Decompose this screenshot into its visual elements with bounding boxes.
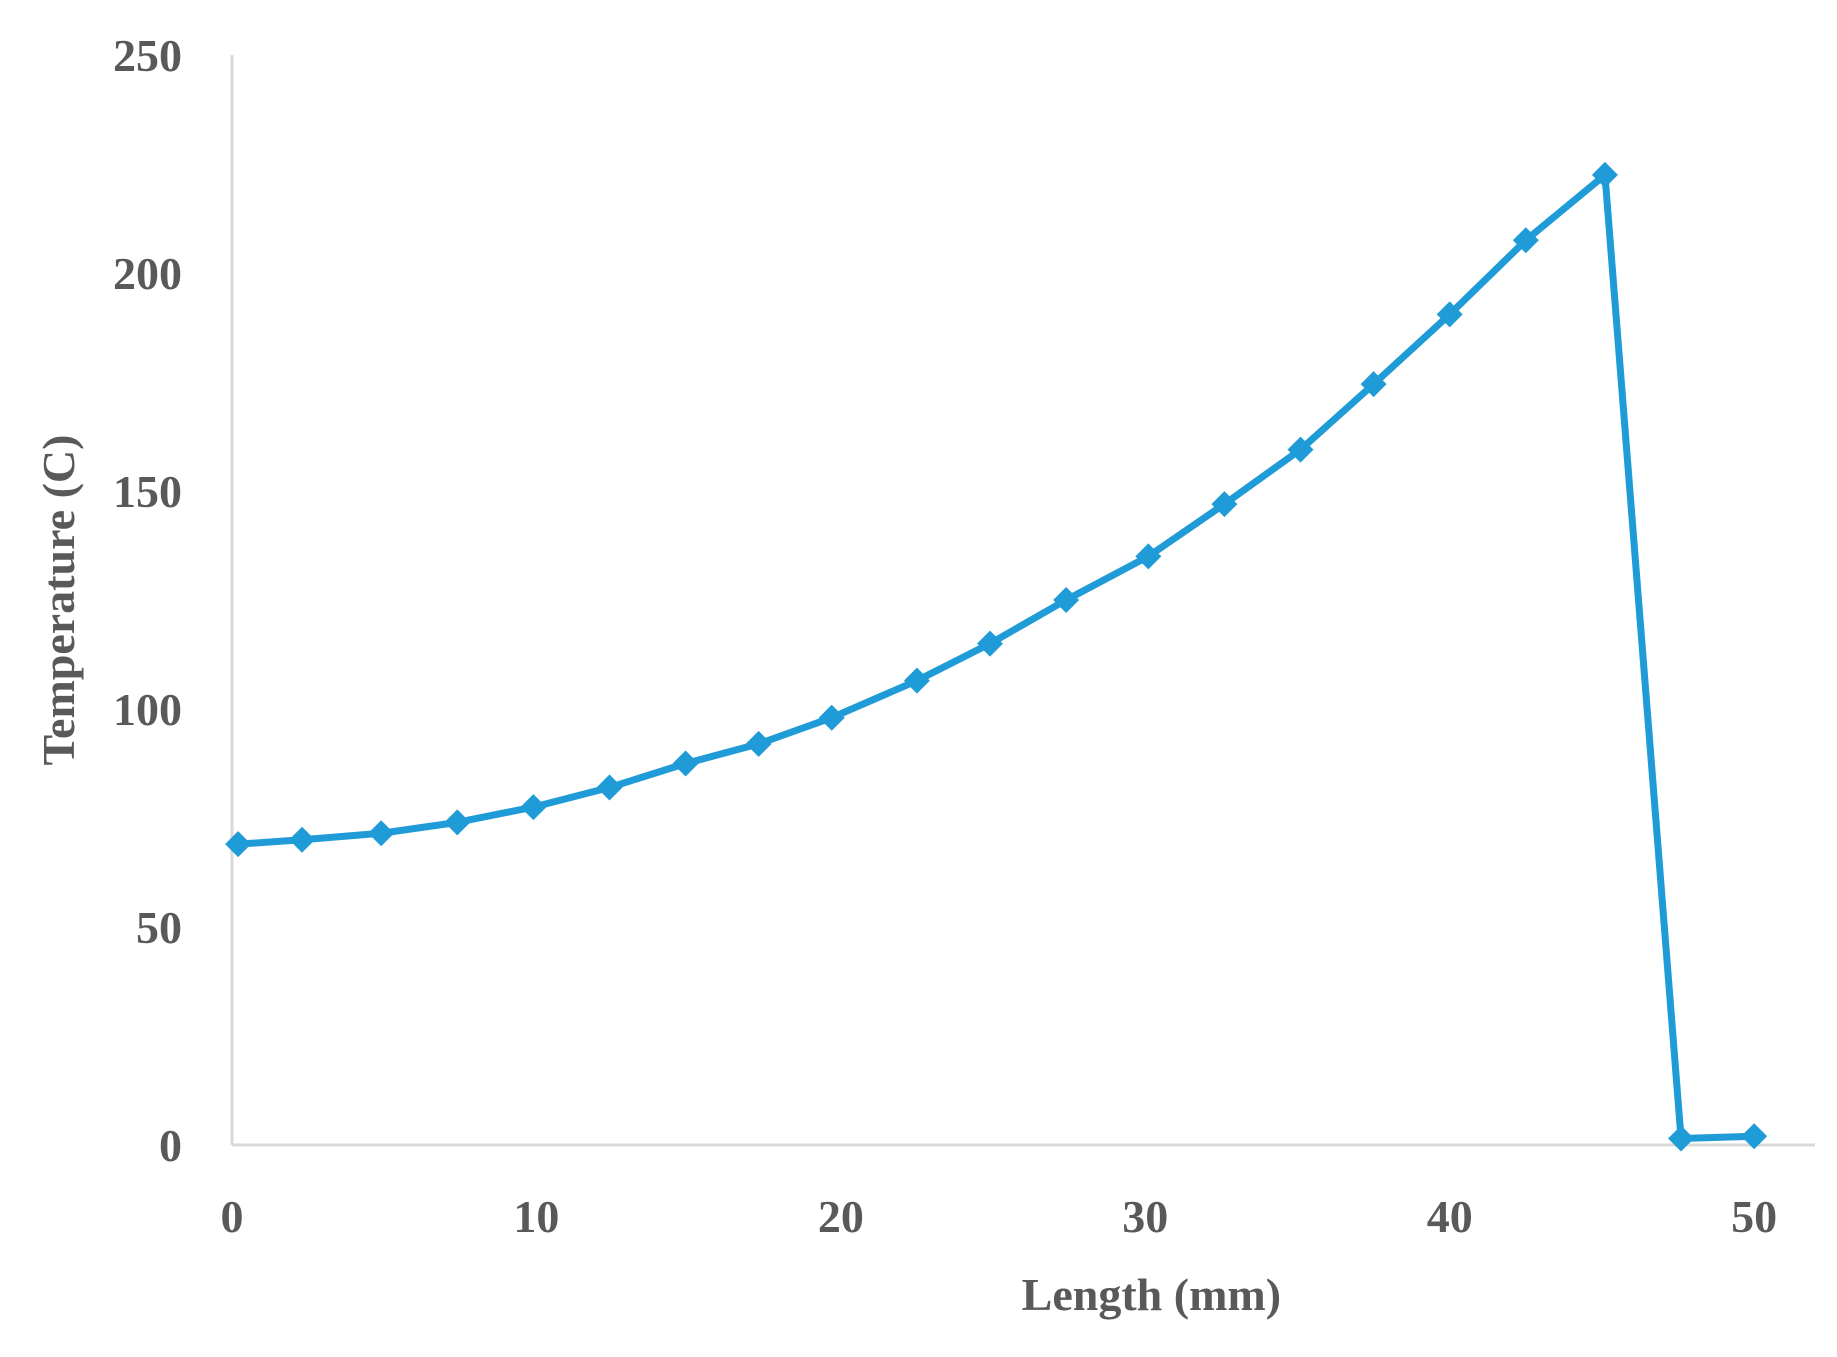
y-tick-label: 150 xyxy=(113,466,182,517)
series-line xyxy=(234,171,1758,1142)
data-point-marker xyxy=(1591,161,1618,188)
data-point-marker xyxy=(444,809,471,836)
data-point-marker xyxy=(289,826,316,853)
data-point-marker xyxy=(977,630,1004,657)
y-tick-labels: 0 50 100 150 200 250 xyxy=(113,30,182,1171)
x-tick-label: 0 xyxy=(221,1191,244,1242)
data-point-marker xyxy=(1053,587,1080,613)
y-tick-label: 200 xyxy=(113,248,182,299)
data-point-marker xyxy=(672,750,699,777)
data-point-marker xyxy=(1135,543,1162,570)
data-point-marker xyxy=(225,831,252,858)
data-point-marker xyxy=(818,704,845,731)
series-layer xyxy=(225,161,1768,1152)
x-tick-label: 50 xyxy=(1731,1191,1777,1242)
x-tick-label: 20 xyxy=(818,1191,864,1242)
y-axis-title: Temperature (C) xyxy=(33,435,84,766)
y-tick-label: 250 xyxy=(113,30,182,81)
x-tick-label: 10 xyxy=(513,1191,559,1242)
data-point-marker xyxy=(1741,1123,1768,1150)
x-tick-label: 40 xyxy=(1427,1191,1473,1242)
x-tick-labels: 0 10 20 30 40 50 xyxy=(221,1191,1778,1242)
data-point-marker xyxy=(520,794,547,821)
y-tick-label: 50 xyxy=(136,902,182,953)
y-tick-label: 0 xyxy=(159,1120,182,1171)
data-point-marker xyxy=(1668,1125,1695,1152)
data-point-marker xyxy=(1287,436,1314,463)
data-point-marker xyxy=(596,774,623,801)
x-tick-label: 30 xyxy=(1122,1191,1168,1242)
x-axis-title: Length (mm) xyxy=(1022,1269,1281,1320)
data-point-marker xyxy=(1360,371,1387,398)
data-point-marker xyxy=(745,730,772,757)
data-point-marker xyxy=(1512,227,1539,254)
data-point-marker xyxy=(1211,491,1238,518)
y-tick-label: 100 xyxy=(113,684,182,735)
data-point-marker xyxy=(903,667,930,694)
data-point-marker xyxy=(1436,301,1463,328)
data-point-marker xyxy=(368,820,395,847)
